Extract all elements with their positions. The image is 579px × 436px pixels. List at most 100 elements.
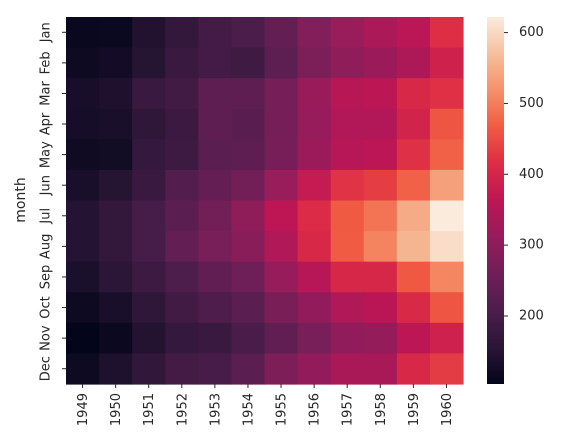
heatmap-cell [396,108,431,140]
heatmap-cell [198,108,233,140]
heatmap-cell [363,17,398,49]
heatmap-cell [132,78,166,110]
heatmap-cell [66,261,100,293]
heatmap-cell [231,108,266,140]
heatmap-cell [99,108,133,140]
heatmap-cell [396,322,431,355]
heatmap-cell [231,353,266,385]
heatmap-cell [66,17,100,49]
heatmap-cell [231,231,266,263]
heatmap-cell [429,200,464,232]
heatmap-cell [429,139,464,171]
heatmap-cell [330,322,365,355]
colorbar-tick-label: 200 [519,308,544,323]
heatmap-cell [231,139,266,171]
heatmap-cell [264,292,299,324]
y-tick-label: Aug [39,234,54,259]
heatmap-cell [297,17,332,49]
heatmap-cell [198,322,233,355]
heatmap-cell [363,47,398,79]
heatmap-cell [132,261,166,293]
y-tick-label: Dec [39,356,54,381]
heatmap-cell [330,78,365,110]
heatmap-cell [231,169,266,202]
y-tick-label: Jun [39,175,54,196]
heatmap-cell [165,139,199,171]
heatmap-cell [264,47,299,79]
heatmap-cell [297,353,332,385]
colorbar-tick-label: 300 [519,238,544,253]
x-tick-label: 1957 [341,393,356,426]
heatmap-cell [198,353,233,385]
heatmap-cell [363,200,398,232]
heatmap-cell [99,292,133,324]
heatmap-cell [297,200,332,232]
heatmap-cell [198,169,233,202]
heatmap-cell [165,78,199,110]
heatmap-cell [396,169,431,202]
heatmap-cell [198,292,233,324]
heatmap-cell [264,108,299,140]
heatmap-cell [429,78,464,110]
heatmap-cell [264,322,299,355]
heatmap-cell [198,200,233,232]
heatmap-cell [66,292,100,324]
x-tick-label: 1956 [308,393,323,426]
heatmap-cell [429,292,464,324]
heatmap-cell [66,47,100,79]
x-tick-label: 1950 [109,393,124,426]
x-tick-labels: 1949 1950 1951 1952 1953 1954 1955 1956 1957 1958… [76,384,455,426]
heatmap-cell [231,322,266,355]
heatmap-cell [99,47,133,79]
heatmap-cell [396,78,431,110]
colorbar [487,17,504,384]
heatmap-cell [297,108,332,140]
heatmap-cell [396,292,431,324]
heatmap-cell [363,292,398,324]
x-tick-label: 1958 [374,393,389,426]
heatmap-cell [264,261,299,293]
heatmap-cell [198,78,233,110]
heatmap-cell [264,17,299,49]
heatmap-cell [330,200,365,232]
heatmap-cell [231,200,266,232]
heatmap-cell [363,353,398,385]
x-tick-label: 1960 [440,393,455,426]
heatmap-cell [165,292,199,324]
heatmap-cell [165,261,199,293]
heatmap-cell [396,139,431,171]
heatmap-cell [198,47,233,79]
x-tick-label: 1952 [175,393,190,426]
heatmap-cell [297,261,332,293]
heatmap-cell [66,322,100,355]
heatmap-cell [66,169,100,202]
heatmap-cell [165,353,199,385]
heatmap-cell [264,200,299,232]
heatmap-cell [297,169,332,202]
y-tick-label: Jan [39,22,54,43]
y-tick-label: Apr [39,112,54,135]
heatmap-cell [99,231,133,263]
heatmap-cell [66,108,100,140]
heatmap-cell [165,200,199,232]
heatmap-cell [264,231,299,263]
heatmap-cell [132,139,166,171]
heatmap-cell [198,231,233,263]
heatmap-cell [429,261,464,293]
colorbar-tick-label: 500 [519,96,544,111]
heatmap-cell [99,139,133,171]
heatmap-cell [198,17,233,49]
heatmap-cell [330,353,365,385]
x-tick-label: 1953 [208,393,223,426]
x-tick-label: 1951 [142,393,157,426]
heatmap-cell [198,139,233,171]
heatmap-cell [66,78,100,110]
heatmap-cell [198,261,233,293]
heatmap-cell [231,78,266,110]
heatmap-cell [132,169,166,202]
heatmap-cell [396,353,431,385]
heatmap-cells [66,17,464,385]
x-tick-label: 1959 [407,393,422,426]
